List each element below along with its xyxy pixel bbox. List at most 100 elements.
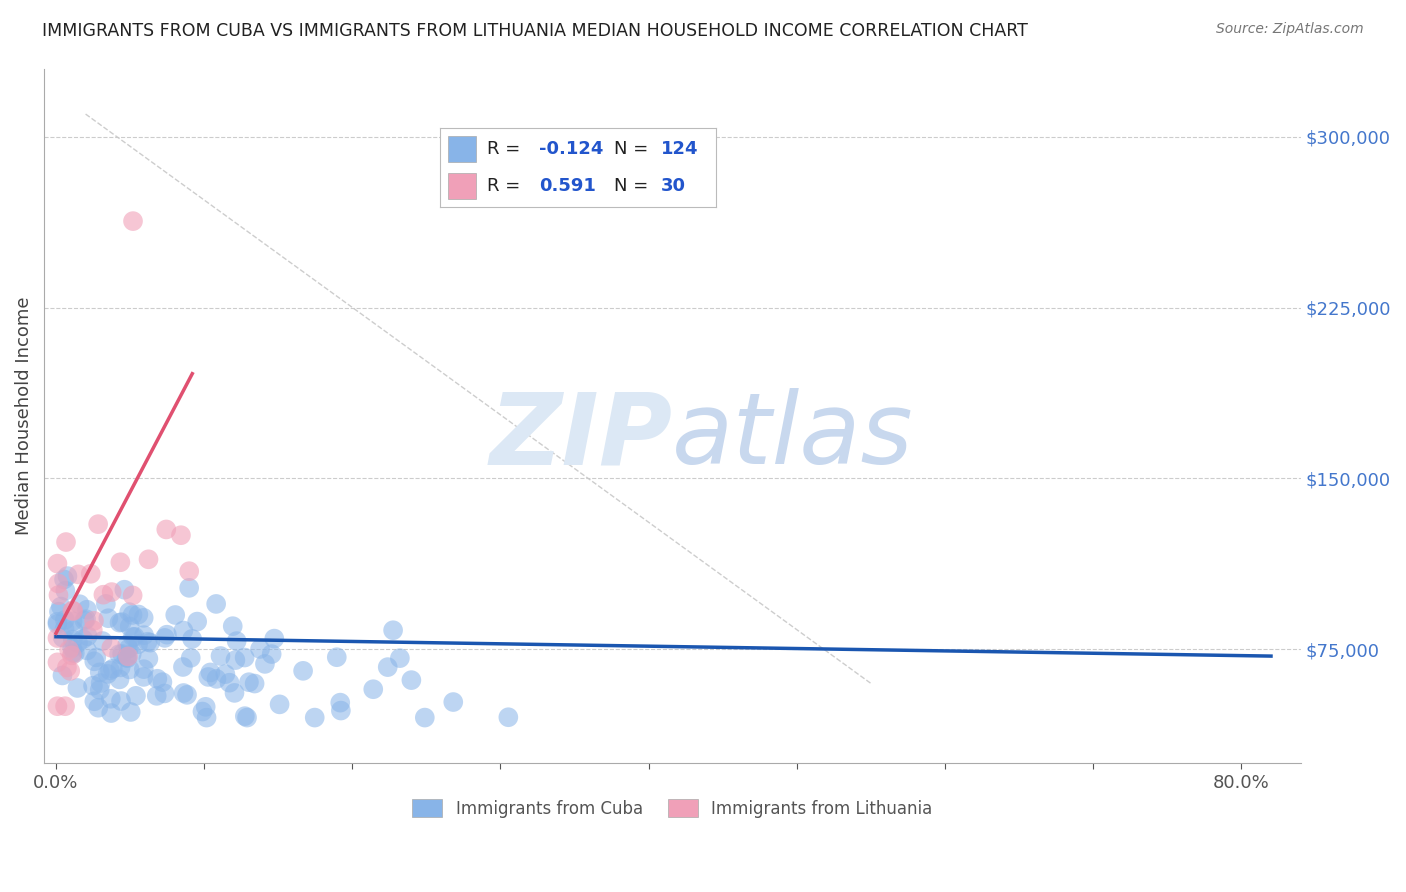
Point — [75, 612, 97, 626]
Point — [59, 664, 82, 678]
Point — [98, 664, 121, 678]
Point — [205, 597, 228, 611]
Point — [132, 670, 155, 684]
Point — [197, 670, 219, 684]
Point — [108, 647, 131, 661]
Point — [87, 517, 110, 532]
Point — [361, 682, 384, 697]
Point — [53, 622, 76, 636]
Point — [108, 673, 131, 687]
Point — [69, 597, 91, 611]
Point — [441, 695, 464, 709]
Point — [66, 681, 89, 695]
Point — [83, 694, 105, 708]
Point — [62, 632, 84, 647]
Point — [110, 660, 132, 674]
Point — [97, 611, 120, 625]
Text: IMMIGRANTS FROM CUBA VS IMMIGRANTS FROM LITHUANIA MEDIAN HOUSEHOLD INCOME CORREL: IMMIGRANTS FROM CUBA VS IMMIGRANTS FROM … — [42, 22, 1028, 40]
Point — [146, 672, 169, 686]
Point — [49, 599, 72, 614]
Point — [173, 686, 195, 700]
Point — [253, 657, 276, 671]
Y-axis label: Median Household Income: Median Household Income — [15, 296, 32, 535]
Point — [127, 607, 149, 622]
Point — [108, 615, 131, 630]
Point — [224, 653, 246, 667]
Point — [498, 710, 520, 724]
Point — [46, 699, 69, 714]
Point — [46, 576, 69, 591]
Point — [172, 660, 194, 674]
Point — [83, 614, 105, 628]
Point — [401, 673, 423, 687]
Point — [238, 675, 260, 690]
Point — [46, 656, 69, 670]
Point — [56, 569, 79, 583]
Point — [84, 650, 107, 665]
Point — [326, 650, 349, 665]
Point — [153, 686, 176, 700]
Point — [413, 710, 436, 724]
Point — [46, 557, 69, 571]
Point — [53, 699, 76, 714]
Point — [388, 651, 411, 665]
Point — [292, 664, 315, 678]
Point — [46, 617, 69, 632]
Point — [214, 667, 236, 681]
Point — [111, 615, 134, 629]
Point — [195, 710, 218, 724]
Point — [56, 660, 79, 674]
Point — [139, 635, 162, 649]
Point — [82, 679, 104, 693]
Point — [124, 630, 146, 644]
Point — [132, 611, 155, 625]
Point — [233, 709, 256, 723]
Point — [100, 691, 122, 706]
Point — [304, 710, 326, 724]
Point — [48, 605, 70, 619]
Point — [48, 588, 70, 602]
Point — [100, 640, 122, 655]
Point — [121, 607, 143, 622]
Point — [200, 665, 222, 680]
Point — [122, 630, 145, 644]
Point — [263, 632, 285, 646]
Point — [243, 676, 266, 690]
Point — [329, 696, 352, 710]
Point — [153, 631, 176, 645]
Point — [115, 650, 138, 665]
Point — [118, 641, 141, 656]
Point — [127, 637, 149, 651]
Point — [249, 642, 271, 657]
Point — [117, 637, 139, 651]
Point — [100, 706, 122, 720]
Point — [122, 214, 145, 228]
Point — [60, 640, 83, 655]
Point — [62, 614, 84, 628]
Point — [46, 631, 69, 645]
Point — [125, 689, 148, 703]
Point — [58, 642, 80, 657]
Point — [269, 698, 291, 712]
Point — [236, 710, 259, 724]
Point — [89, 682, 111, 697]
Point — [121, 588, 143, 602]
Point — [172, 624, 194, 638]
Point — [97, 667, 120, 681]
Text: ZIP: ZIP — [489, 388, 672, 485]
Point — [117, 649, 139, 664]
Point — [233, 650, 256, 665]
Point — [55, 535, 77, 549]
Point — [89, 665, 111, 680]
Point — [62, 646, 84, 660]
Point — [110, 555, 132, 569]
Point — [136, 634, 159, 648]
Point — [76, 603, 98, 617]
Point — [53, 613, 76, 627]
Point — [152, 675, 174, 690]
Point — [118, 619, 141, 633]
Point — [82, 623, 104, 637]
Point — [118, 662, 141, 676]
Point — [165, 607, 187, 622]
Point — [180, 650, 202, 665]
